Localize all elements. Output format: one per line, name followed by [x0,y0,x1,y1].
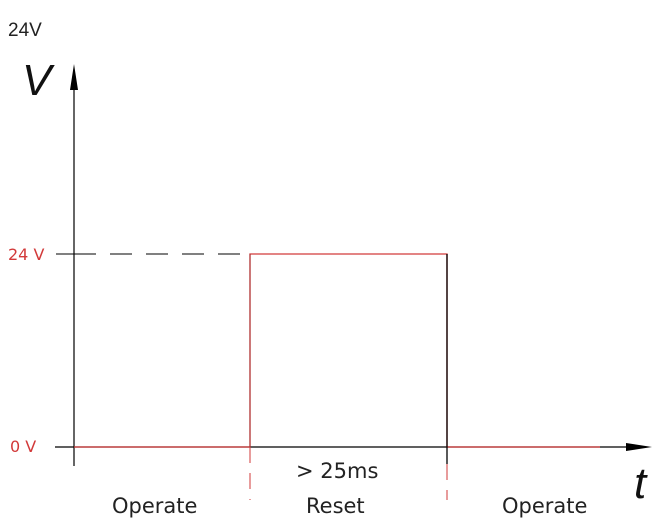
page-label: 24V [8,20,42,41]
phase-label-operate-1: Operate [112,494,197,518]
y-axis-label: V [22,56,55,105]
duration-label: > 25ms [296,459,378,483]
level-high-label: 24 V [8,245,44,264]
x-axis-label: t [634,459,648,508]
level-low-label: 0 V [10,437,36,456]
phase-label-operate-2: Operate [502,494,587,518]
phase-label-reset: Reset [306,494,365,518]
arrow-up-icon [70,64,78,90]
signal-waveform [74,253,600,448]
arrow-right-icon [626,443,652,451]
